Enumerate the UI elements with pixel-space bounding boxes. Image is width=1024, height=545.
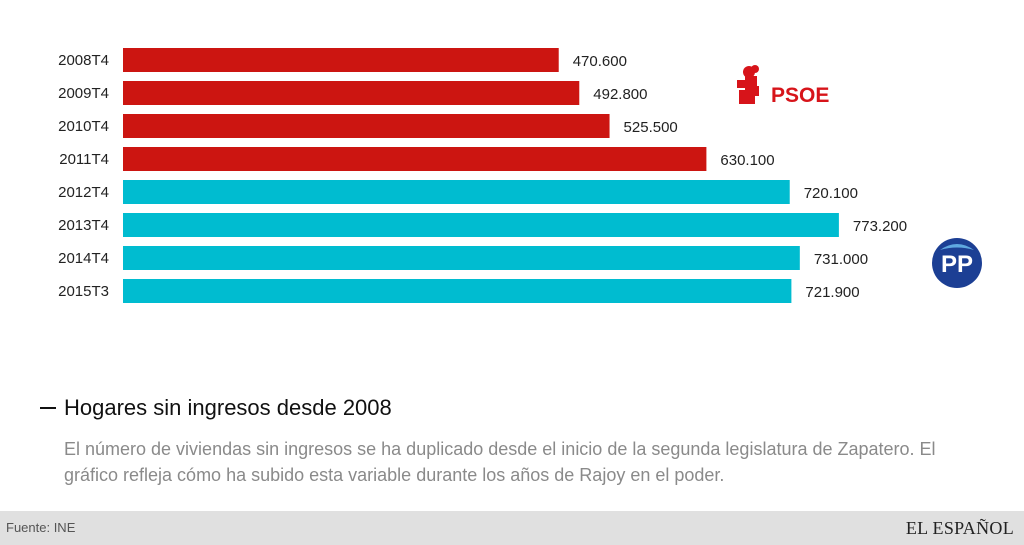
value-label: 720.100 bbox=[804, 185, 858, 202]
category-label: 2012T4 bbox=[58, 184, 109, 201]
value-label: 721.900 bbox=[805, 284, 859, 301]
bar-2011T4 bbox=[123, 147, 707, 171]
value-label: 492.800 bbox=[593, 86, 647, 103]
chart-subtitle: El número de viviendas sin ingresos se h… bbox=[64, 439, 936, 485]
value-label: 773.200 bbox=[853, 218, 907, 235]
category-label: 2014T4 bbox=[58, 250, 109, 267]
bar-2015T3 bbox=[123, 279, 792, 303]
bar-2014T4 bbox=[123, 246, 800, 270]
chart-title: Hogares sin ingresos desde 2008 bbox=[40, 395, 392, 421]
bar-2010T4 bbox=[123, 114, 610, 138]
value-label: 525.500 bbox=[624, 119, 678, 136]
bar-chart: 2008T4 470.600 2009T4 492.800 2010T4 525.500 2… bbox=[58, 48, 907, 303]
bar-2009T4 bbox=[123, 81, 580, 105]
value-label: 630.100 bbox=[720, 152, 774, 169]
pp-logo-text: PP bbox=[941, 251, 973, 278]
footer-bar: Fuente: INE EL ESPAÑOL bbox=[0, 511, 1024, 545]
category-label: 2010T4 bbox=[58, 118, 109, 135]
category-label: 2009T4 bbox=[58, 85, 109, 102]
chart-title-text: Hogares sin ingresos desde 2008 bbox=[64, 395, 392, 420]
bar-2013T4 bbox=[123, 213, 839, 237]
category-label: 2015T3 bbox=[58, 283, 109, 300]
psoe-logo: PSOE bbox=[735, 62, 835, 108]
bar-2012T4 bbox=[123, 180, 790, 204]
pp-seagull-icon bbox=[932, 238, 982, 288]
value-label: 731.000 bbox=[814, 251, 868, 268]
rose-fist-icon bbox=[737, 65, 759, 104]
value-label: 470.600 bbox=[573, 53, 627, 70]
pp-logo: PP bbox=[930, 236, 984, 290]
category-label: 2011T4 bbox=[59, 151, 109, 168]
bar-2008T4 bbox=[123, 48, 559, 72]
category-label: 2013T4 bbox=[58, 217, 109, 234]
psoe-logo-text: PSOE bbox=[771, 84, 829, 107]
title-dash bbox=[40, 407, 56, 409]
category-label: 2008T4 bbox=[58, 52, 109, 69]
brand-logo: EL ESPAÑOL bbox=[905, 518, 1014, 538]
source-note: Fuente: INE bbox=[6, 520, 76, 535]
